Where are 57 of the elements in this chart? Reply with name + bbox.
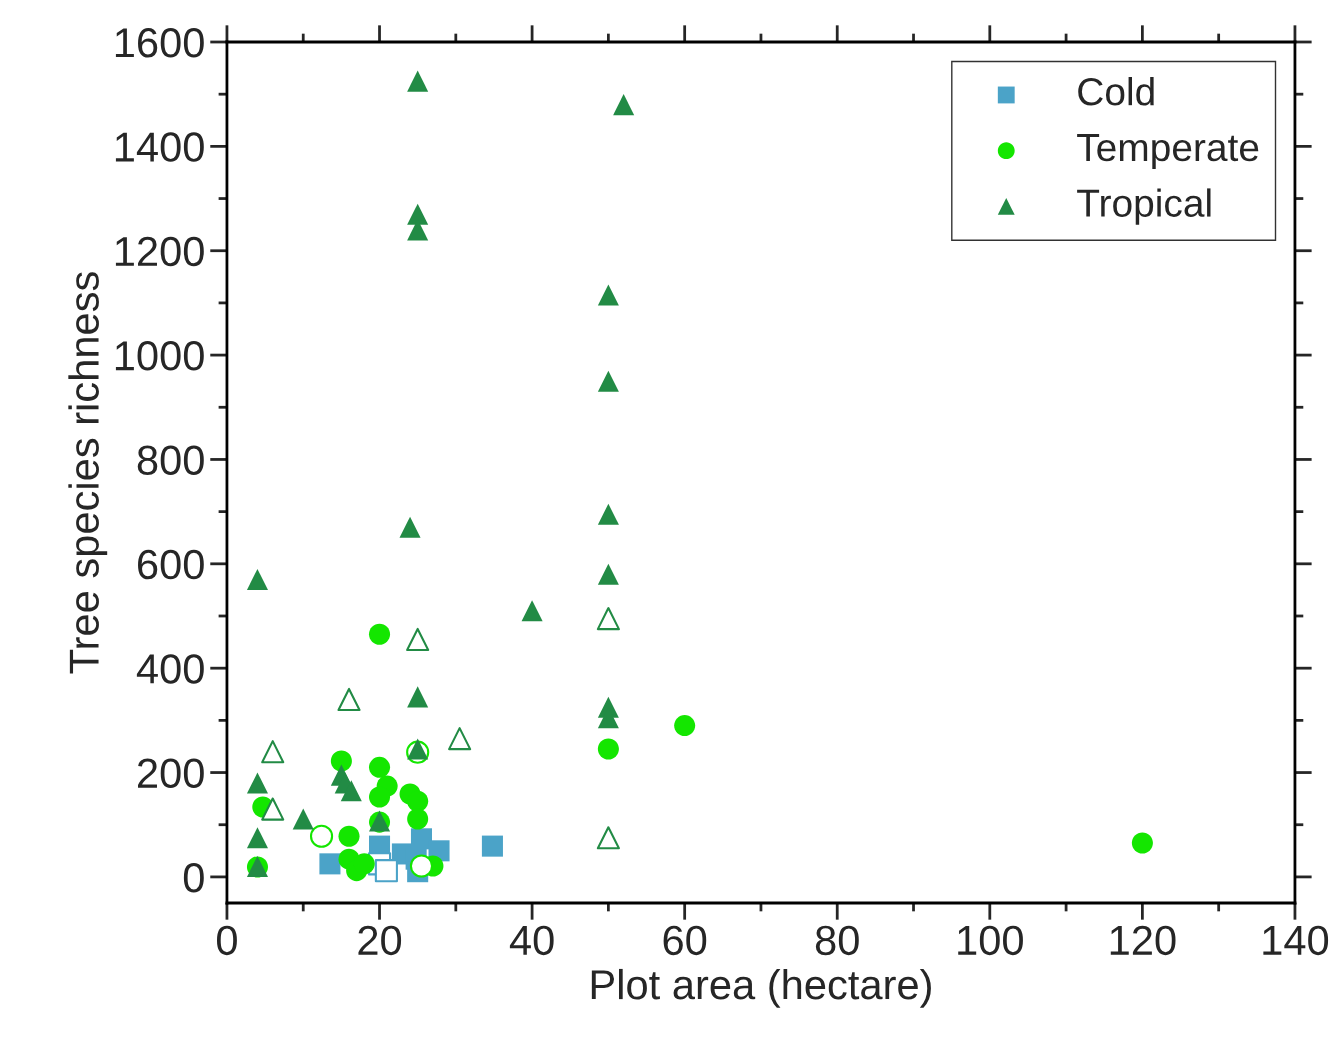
point	[481, 835, 503, 857]
y-tick-label: 1600	[115, 28, 204, 58]
y-tick-label: 600	[138, 549, 204, 580]
y-tick-label: 200	[138, 758, 204, 789]
x-tick-label: 40	[509, 925, 554, 956]
point	[407, 70, 429, 92]
point	[407, 790, 429, 812]
x-tick-label: 80	[815, 925, 859, 956]
point	[597, 738, 619, 760]
y-tick-label: 0	[183, 862, 204, 893]
x-tick-label: 140	[1263, 925, 1329, 956]
point	[246, 827, 268, 849]
point	[292, 808, 314, 830]
point	[368, 623, 391, 645]
x-axis-title: Plot area (hectare)	[591, 968, 931, 1008]
y-tick-label: 1400	[115, 132, 204, 162]
point	[1131, 832, 1153, 854]
point	[596, 607, 620, 631]
point	[597, 284, 619, 306]
point	[246, 568, 268, 590]
x-tick-label: 120	[1110, 925, 1176, 956]
point	[407, 686, 429, 708]
point	[399, 516, 421, 538]
point	[338, 825, 360, 847]
x-tick-label: 0	[216, 925, 237, 956]
legend-label: Tropical	[1077, 188, 1211, 225]
y-tick-label: 400	[136, 654, 204, 684]
x-tick-label: 20	[358, 925, 402, 956]
point	[261, 740, 285, 764]
x-tick-label: 60	[663, 925, 707, 956]
x-tick-label: 100	[958, 925, 1023, 956]
y-tick-label: 1000	[115, 341, 204, 371]
point	[597, 370, 619, 392]
point	[340, 780, 362, 802]
point	[368, 756, 391, 778]
point	[246, 772, 268, 794]
point	[319, 853, 341, 875]
point	[406, 627, 430, 652]
point	[374, 859, 398, 883]
point	[407, 808, 429, 830]
point	[261, 797, 285, 821]
point	[597, 503, 619, 525]
point	[674, 715, 696, 737]
point	[368, 786, 391, 808]
point	[596, 826, 620, 850]
y-axis-title: Tree species richness	[68, 272, 108, 674]
point	[448, 727, 472, 751]
point	[597, 563, 619, 585]
point	[337, 687, 361, 712]
y-tick-label: 1200	[115, 236, 204, 267]
point	[407, 203, 429, 225]
legend-label: Temperate	[1077, 134, 1259, 169]
legend-label: Cold	[1078, 77, 1154, 106]
y-tick-label: 800	[137, 445, 204, 475]
point	[521, 600, 543, 622]
point	[330, 750, 352, 772]
point	[613, 94, 635, 116]
